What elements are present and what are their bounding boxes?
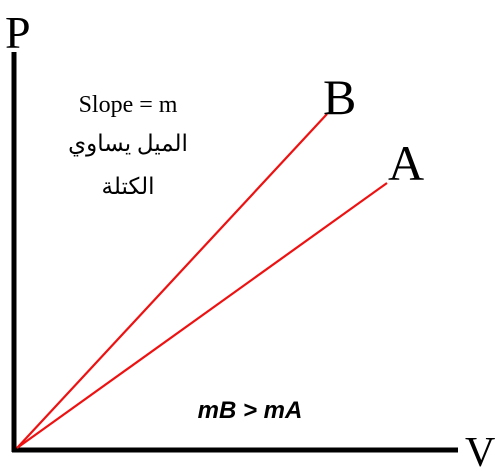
line-a-label: A [388,135,424,191]
line-b [16,113,328,449]
slope-comparison-text: mB > mA [198,397,303,424]
y-axis-label: P [5,7,31,58]
line-b-label: B [323,69,356,125]
slope-arabic-line-2: الكتلة [102,174,155,199]
slope-english-text: Slope = m [79,92,178,118]
line-a [16,182,388,449]
slope-arabic-line-1: الميل يساوي [68,131,188,157]
x-axis-label: V [465,430,495,470]
